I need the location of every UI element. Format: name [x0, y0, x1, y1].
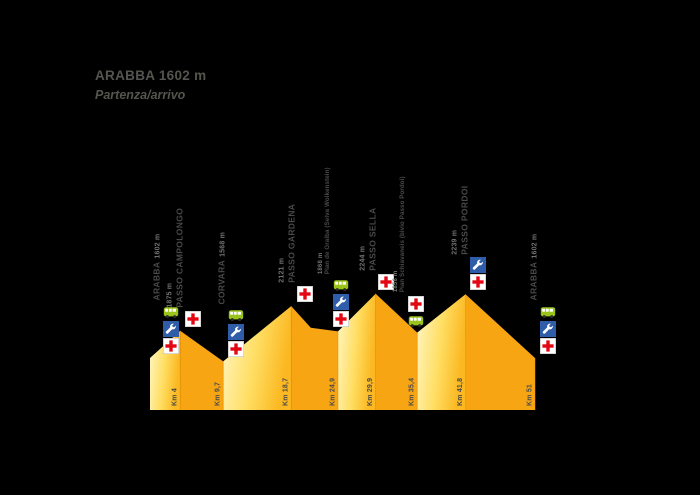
station-icon-stack	[228, 307, 245, 358]
km-mark-label: Km 18,7	[283, 378, 290, 406]
cross-icon	[185, 310, 202, 327]
chart-subtitle: Partenza/arrivo	[95, 88, 186, 102]
km-mark-label: Km 35,4	[409, 378, 416, 406]
wrench-icon	[163, 321, 179, 337]
station-name: Pian Schiavaneis (bivio Passo Pordoi)	[399, 176, 407, 293]
station-label: 2239 m PASSO PORDOI	[451, 185, 469, 254]
station-name: PASSO SELLA	[366, 207, 377, 271]
cross-icon	[228, 341, 245, 358]
station-name: CORVARA	[216, 259, 227, 305]
station-elevation: 2244 m	[358, 245, 366, 271]
station-name: PASSO CAMPOLONGO	[174, 207, 185, 308]
wrench-icon	[332, 294, 349, 311]
km-mark-label: Km 41,8	[457, 378, 464, 406]
station-name: ARABBA	[528, 262, 539, 301]
cross-icon	[163, 338, 179, 354]
station-name: PASSO PORDOI	[458, 185, 469, 255]
profile-segment-climb	[223, 306, 292, 410]
bus-icon	[228, 307, 244, 323]
chart-title-block: ARABBA 1602 m Partenza/arrivo	[95, 68, 206, 102]
station-elevation: 1868 m	[317, 252, 324, 275]
station-label: 1868 m Plan de Gralba (Selva Wolkenstein)	[318, 168, 332, 275]
station-icon-stack	[332, 277, 349, 328]
station-icon-stack	[408, 295, 425, 329]
station-label: ARABBA 1602 m	[528, 234, 539, 301]
profile-segment-descent	[465, 294, 535, 410]
cross-icon	[540, 338, 556, 354]
station-label: 1875 m PASSO CAMPOLONGO	[166, 208, 184, 308]
station-elevation: 1602 m	[154, 234, 162, 260]
station-elevation: 1602 m	[531, 234, 539, 260]
bus-icon	[333, 277, 349, 293]
station-elevation: 1875 m	[166, 282, 174, 308]
cross-icon	[469, 274, 486, 291]
km-mark-label: Km 24,9	[330, 378, 337, 406]
station-elevation: 2121 m	[278, 258, 286, 284]
station-name: PASSO GARDENA	[285, 204, 296, 284]
station-icon-stack	[469, 257, 486, 291]
station-name: Plan de Gralba (Selva Wolkenstein)	[324, 167, 332, 275]
cross-icon	[408, 295, 425, 312]
wrench-icon	[540, 321, 556, 337]
station-icon-stack	[185, 310, 202, 327]
profile-segment-climb	[417, 294, 466, 410]
profile-segment-descent	[375, 293, 418, 410]
km-mark-label: Km 51	[527, 384, 534, 406]
cross-icon	[332, 311, 349, 328]
station-icon-stack	[163, 304, 179, 354]
station-elevation: 1568 m	[219, 231, 227, 257]
wrench-icon	[469, 257, 486, 274]
station-label: 2121 m PASSO GARDENA	[278, 204, 296, 283]
station-name: ARABBA	[151, 262, 162, 301]
cross-icon	[377, 273, 394, 290]
km-mark-label: Km 9,7	[215, 382, 222, 406]
chart-title: ARABBA 1602 m	[95, 68, 207, 83]
km-mark-label: Km 4	[172, 388, 179, 406]
bus-icon	[540, 304, 556, 320]
station-label: 1856 m Pian Schiavaneis (bivio Passo Pord…	[393, 177, 407, 293]
bus-icon	[163, 304, 179, 320]
station-label: ARABBA 1602 m	[151, 234, 162, 301]
wrench-icon	[228, 324, 245, 341]
station-label: CORVARA 1568 m	[216, 231, 228, 305]
profile-segment-descent	[291, 306, 338, 410]
cross-icon	[297, 286, 314, 303]
station-icon-stack	[377, 273, 394, 290]
station-icon-stack	[297, 286, 314, 303]
station-icon-stack	[540, 304, 556, 354]
station-label: 2244 m PASSO SELLA	[359, 208, 377, 271]
profile-segment-descent	[180, 330, 224, 410]
km-mark-label: Km 29,9	[367, 378, 374, 406]
station-elevation: 2239 m	[450, 229, 458, 255]
bus-icon	[408, 313, 424, 329]
